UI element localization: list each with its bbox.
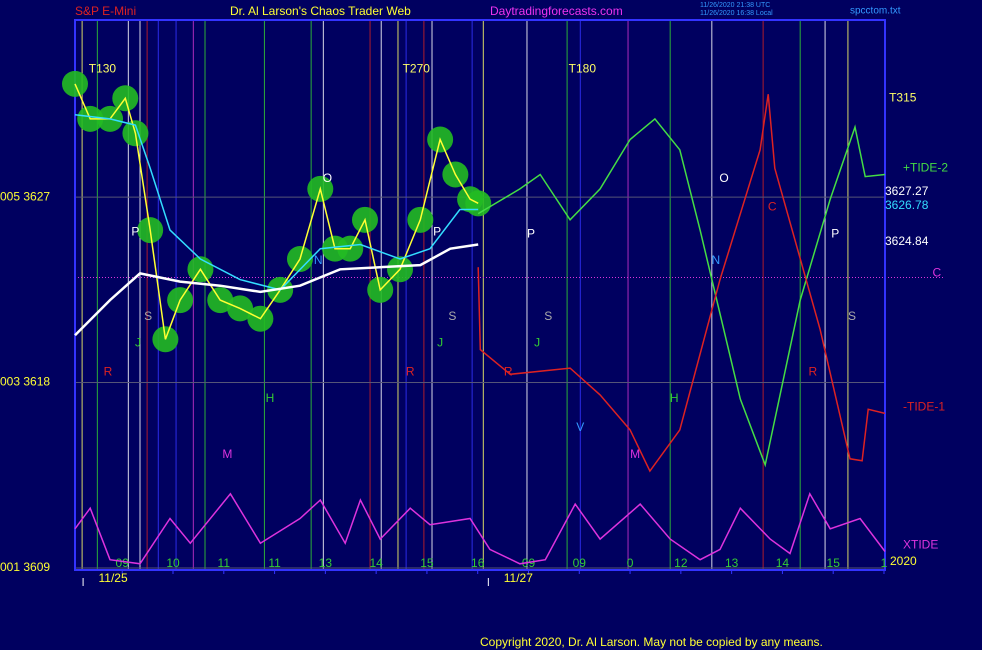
- price-label: 3624.84: [885, 234, 929, 248]
- date-label: 11/27: [504, 571, 533, 585]
- x-tick-label: 1: [881, 556, 888, 570]
- annotation: N: [314, 253, 323, 267]
- annotation: H: [266, 391, 275, 405]
- annotation: M: [630, 447, 640, 461]
- annotation: S: [544, 309, 552, 323]
- y-tick-label: 003 3618: [0, 375, 50, 389]
- annotation: P: [433, 224, 441, 238]
- annotation: V: [576, 420, 584, 434]
- price-bubble: [62, 70, 88, 97]
- annotation: R: [504, 364, 513, 378]
- annotation: S: [448, 309, 456, 323]
- price-label: 3626.78: [885, 198, 929, 212]
- annotation: J: [534, 336, 540, 350]
- x-tick-label: 09: [116, 556, 130, 570]
- y-tick-label: 001 3609: [0, 560, 50, 574]
- annotation: P: [131, 224, 139, 238]
- annotation: T270: [403, 62, 431, 76]
- annotation: J: [135, 336, 141, 350]
- x-tick-label: 14: [776, 556, 790, 570]
- x-tick-label: 15: [420, 556, 434, 570]
- x-tick-label: 12: [674, 556, 688, 570]
- annotation: T315: [889, 90, 917, 104]
- annotation: C: [768, 200, 777, 214]
- annotation: O: [323, 171, 332, 185]
- year-label: 2020: [890, 554, 917, 568]
- y-tick-label: 005 3627: [0, 189, 50, 203]
- series-label: -TIDE-1: [903, 400, 945, 414]
- annotation: S: [848, 309, 856, 323]
- annotation: T130: [89, 62, 117, 76]
- x-tick-label: 13: [319, 556, 333, 570]
- timestamp: 11/26/2020 21:38 UTC: [700, 2, 770, 9]
- x-tick-label: 11: [218, 556, 231, 570]
- annotation: S: [144, 309, 152, 323]
- annotation: H: [670, 391, 679, 405]
- x-tick-label: 13: [725, 556, 739, 570]
- annotation: R: [104, 364, 113, 378]
- annotation: M: [222, 447, 232, 461]
- series-label: +TIDE-2: [903, 161, 948, 175]
- annotation: N: [712, 253, 721, 267]
- annotation: R: [406, 364, 415, 378]
- x-tick-label: 09: [573, 556, 587, 570]
- x-tick-label: 16: [471, 556, 485, 570]
- date-label: 11/25: [99, 571, 128, 585]
- copyright: Copyright 2020, Dr. Al Larson. May not b…: [480, 635, 823, 649]
- x-tick-label: 0: [627, 556, 634, 570]
- chart-title: Dr. Al Larson's Chaos Trader Web: [230, 4, 411, 18]
- price-bubble: [465, 190, 492, 217]
- series-line: [74, 243, 479, 337]
- file-name: spcctom.txt: [850, 6, 901, 17]
- annotation: T180: [569, 62, 597, 76]
- x-tick-label: 10: [166, 556, 180, 570]
- series-line: [477, 94, 886, 473]
- annotation: P: [831, 226, 839, 240]
- x-tick-label: 14: [369, 556, 383, 570]
- annotation: C: [932, 266, 941, 280]
- price-label: 3627.27: [885, 184, 929, 198]
- series-line: [477, 117, 886, 468]
- annotation: O: [719, 171, 728, 185]
- series-line: [74, 114, 479, 291]
- plot-frame: [74, 19, 886, 571]
- x-tick-label: 09: [522, 556, 536, 570]
- series-line: [74, 491, 886, 565]
- series-label: XTIDE: [903, 538, 938, 552]
- website: Daytradingforecasts.com: [490, 4, 623, 18]
- x-tick-label: 11: [268, 556, 281, 570]
- instrument: S&P E-Mini: [75, 4, 136, 18]
- annotation: R: [809, 364, 818, 378]
- annotation: P: [527, 226, 535, 240]
- annotation: J: [437, 336, 443, 350]
- timestamp: 11/26/2020 16:38 Local: [700, 10, 773, 17]
- x-tick-label: 15: [827, 556, 841, 570]
